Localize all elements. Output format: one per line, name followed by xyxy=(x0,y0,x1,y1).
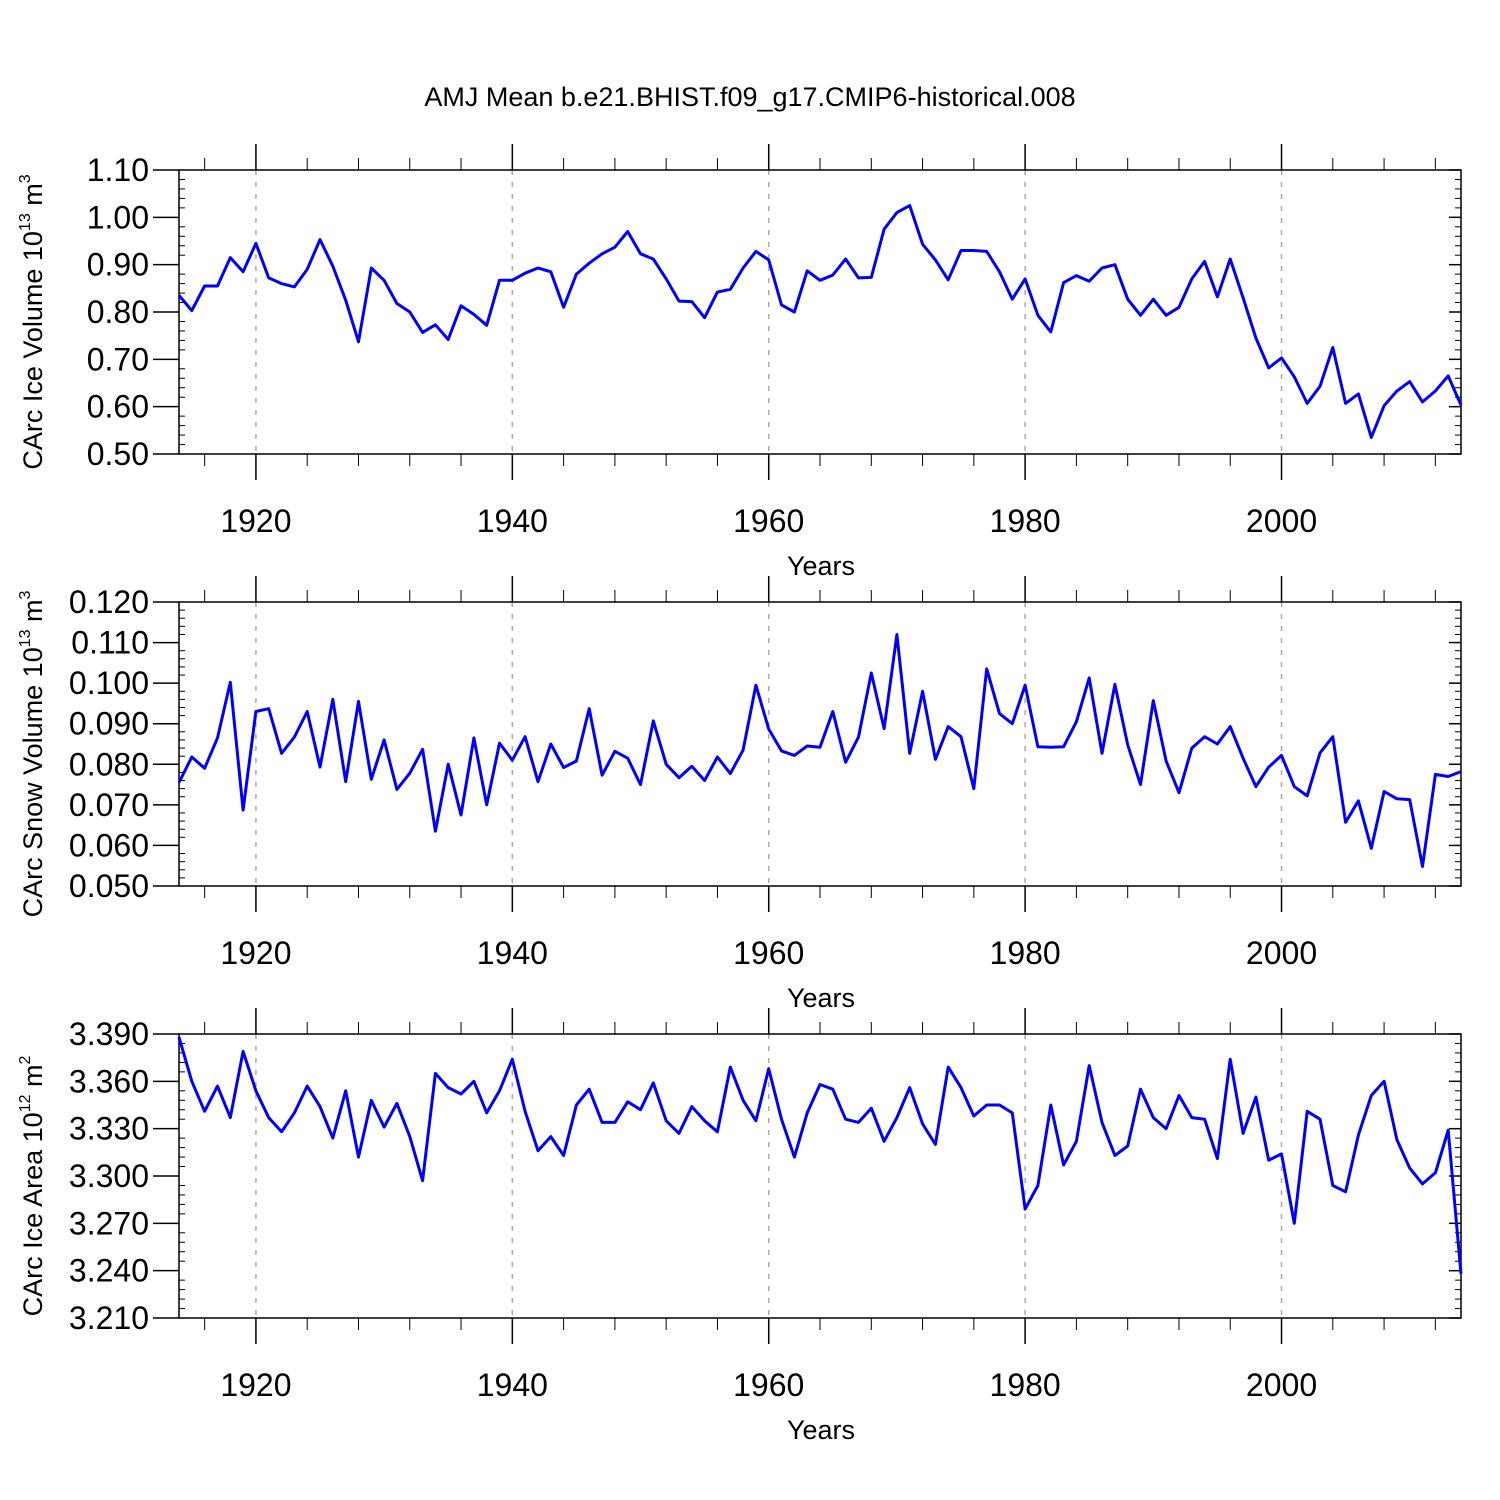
x-axis-label: Years xyxy=(787,983,855,1013)
x-tick-label-1960: 1960 xyxy=(733,935,804,971)
y-tick-label: 0.100 xyxy=(69,665,149,701)
series-line-snow-volume xyxy=(177,633,1462,868)
y-tick-label: 3.300 xyxy=(69,1158,149,1194)
y-tick-label: 0.070 xyxy=(69,787,149,823)
y-tick-label: 0.60 xyxy=(87,389,149,425)
y-tick-label: 0.70 xyxy=(87,341,149,377)
y-tick-label: 3.240 xyxy=(69,1253,149,1289)
y-tick-label: 3.210 xyxy=(69,1300,149,1336)
x-axis-label: Years xyxy=(787,551,855,581)
x-tick-label-1980: 1980 xyxy=(990,935,1061,971)
y-tick-label: 1.00 xyxy=(87,199,149,235)
y-tick-label: 3.330 xyxy=(69,1111,149,1147)
panel-snow-volume: 0.050 0.060 0.070 0.080 0.090 0.100 0.110 0.120… xyxy=(17,576,1462,1013)
y-axis-label: CArc Snow Volume 1013 m3 xyxy=(17,590,48,917)
x-tick-label-1940: 1940 xyxy=(477,503,548,539)
y-tick-label: 1.10 xyxy=(87,152,149,188)
x-tick-label-1940: 1940 xyxy=(477,1367,548,1403)
y-tick-label: 0.90 xyxy=(87,247,149,283)
x-tick-label-1920: 1920 xyxy=(220,1367,291,1403)
x-tick-label-2000: 2000 xyxy=(1246,503,1317,539)
y-tick-label: 0.80 xyxy=(87,294,149,330)
y-axis-label: CArc Ice Volume 1013 m3 xyxy=(17,174,48,469)
y-tick-label: 0.060 xyxy=(69,827,149,863)
chart-title: AMJ Mean b.e21.BHIST.f09_g17.CMIP6-histo… xyxy=(424,82,1075,112)
y-tick-label: 0.50 xyxy=(87,436,149,472)
x-tick-label-1920: 1920 xyxy=(220,935,291,971)
x-tick-label-1940: 1940 xyxy=(477,935,548,971)
y-tick-label: 0.120 xyxy=(69,584,149,620)
x-axis-label: Years xyxy=(787,1415,855,1445)
x-tick-label-1920: 1920 xyxy=(220,503,291,539)
y-tick-label: 0.090 xyxy=(69,706,149,742)
y-axis-label: CArc Ice Area 1012 m2 xyxy=(17,1056,48,1317)
y-tick-label: 3.360 xyxy=(69,1063,149,1099)
x-tick-label-1960: 1960 xyxy=(733,503,804,539)
series-line-ice-volume xyxy=(177,204,1463,439)
plot-frame xyxy=(178,169,1462,455)
x-tick-label-1960: 1960 xyxy=(733,1367,804,1403)
x-tick-label-2000: 2000 xyxy=(1246,1367,1317,1403)
series-line-ice-area xyxy=(177,1036,1463,1274)
y-tick-label: 3.390 xyxy=(69,1016,149,1052)
y-tick-label: 0.080 xyxy=(69,746,149,782)
y-tick-label: 3.270 xyxy=(69,1205,149,1241)
x-tick-label-1980: 1980 xyxy=(990,1367,1061,1403)
x-tick-label-2000: 2000 xyxy=(1246,935,1317,971)
panel-ice-volume: 0.50 0.60 0.70 0.80 0.90 1.00 1.10 1920 1940 1960… xyxy=(17,144,1463,581)
y-tick-label: 0.050 xyxy=(69,868,149,904)
plot-frame xyxy=(178,601,1462,887)
plot-frame xyxy=(178,1033,1462,1319)
panel-ice-area: 3.210 3.240 3.270 3.300 3.330 3.360 3.390 1920 1… xyxy=(17,1008,1463,1445)
x-tick-label-1980: 1980 xyxy=(990,503,1061,539)
y-tick-label: 0.110 xyxy=(71,625,149,661)
